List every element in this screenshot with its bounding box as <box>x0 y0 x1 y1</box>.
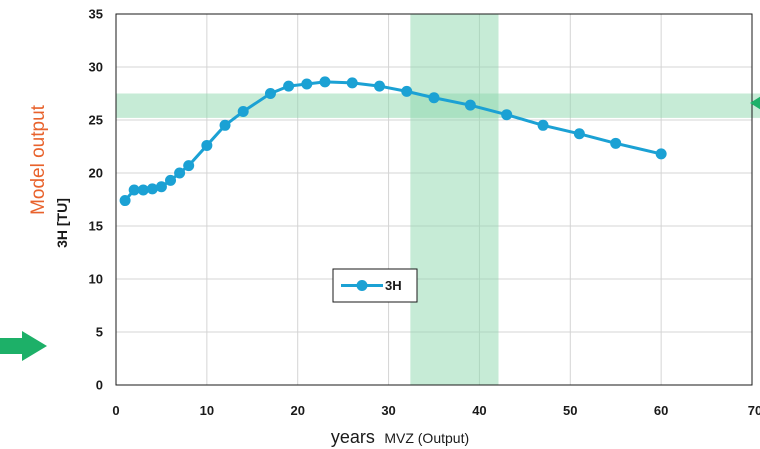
data-point <box>501 109 513 121</box>
model-output-label: Model output <box>28 104 49 215</box>
right-arrow-icon <box>750 96 760 110</box>
y-tick-label: 0 <box>96 378 103 393</box>
highlight-bands <box>116 14 760 385</box>
left-arrow-icon <box>0 331 47 361</box>
y-tick-label: 5 <box>96 325 103 340</box>
data-point <box>137 184 149 196</box>
data-point <box>201 139 213 151</box>
y-tick-label: 10 <box>89 272 103 287</box>
data-point <box>301 78 313 90</box>
x-tick-label: 20 <box>290 403 304 418</box>
data-point <box>128 184 140 196</box>
legend-marker <box>356 280 368 291</box>
data-point <box>264 88 276 99</box>
legend-label: 3H <box>385 278 402 293</box>
y-tick-label: 30 <box>89 60 103 75</box>
x-tick-label: 70 <box>748 403 760 418</box>
data-point <box>655 148 667 160</box>
data-point <box>537 119 549 131</box>
data-point <box>464 99 476 111</box>
data-point <box>283 80 295 92</box>
x-axis-title: years MVZ (Output) <box>331 427 469 447</box>
x-tick-label: 60 <box>654 403 668 418</box>
x-tick-labels: 0 10 20 30 40 50 60 70 <box>112 403 760 418</box>
data-point <box>155 181 167 193</box>
data-point <box>165 174 177 186</box>
x-tick-label: 30 <box>381 403 395 418</box>
data-point <box>237 106 249 118</box>
x-axis-title-main: years <box>331 427 375 447</box>
data-point <box>373 80 385 92</box>
data-point <box>610 137 622 149</box>
data-point <box>428 92 440 104</box>
x-tick-label: 40 <box>472 403 486 418</box>
x-tick-label: 50 <box>563 403 577 418</box>
plot-area-frame <box>115 13 753 386</box>
series-3h <box>119 76 667 207</box>
legend: 3H <box>332 268 418 303</box>
data-point <box>119 195 131 207</box>
y-tick-label: 35 <box>89 7 103 22</box>
data-point <box>573 128 585 140</box>
x-tick-label: 10 <box>200 403 214 418</box>
y-axis-title: 3H [TU] <box>54 198 70 248</box>
y-tick-label: 15 <box>89 219 103 234</box>
x-tick-label: 0 <box>112 403 119 418</box>
x-axis-title-suffix: MVZ (Output) <box>384 430 469 446</box>
data-point <box>146 183 158 195</box>
y-tick-labels: 0 5 10 15 20 25 30 35 <box>89 7 103 393</box>
y-tick-label: 20 <box>89 166 103 181</box>
data-point <box>183 160 195 172</box>
data-point <box>219 119 231 131</box>
data-point <box>346 77 358 89</box>
data-point <box>319 76 331 88</box>
data-point <box>401 85 413 97</box>
y-tick-label: 25 <box>89 113 103 128</box>
highlight-band-vertical <box>410 14 499 385</box>
data-point <box>174 167 186 179</box>
